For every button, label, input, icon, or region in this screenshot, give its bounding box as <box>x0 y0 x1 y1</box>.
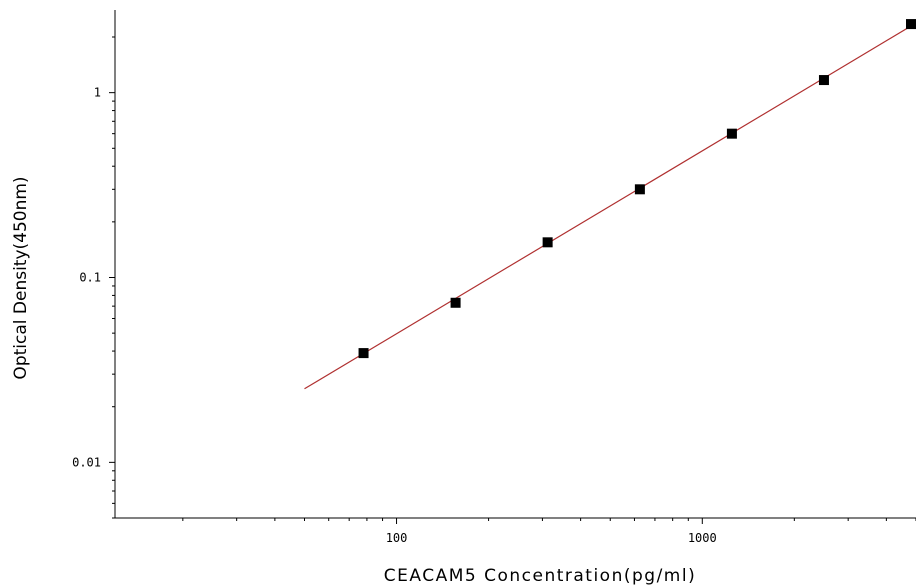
data-point <box>542 237 553 248</box>
x-axis-title: CEACAM5 Concentration(pg/ml) <box>384 566 696 586</box>
y-axis-tick-labels: 1 0.1 0.01 <box>72 86 101 470</box>
plot-area: 100 1000 1 0.1 0.01 <box>72 10 916 545</box>
x-axis-tick-labels: 100 1000 <box>386 531 717 545</box>
y-tick-label: 1 <box>94 86 101 100</box>
x-tick-label: 100 <box>386 531 408 545</box>
data-point <box>634 184 645 195</box>
data-points <box>358 19 916 359</box>
data-point <box>450 297 461 308</box>
y-axis-ticks <box>109 36 115 519</box>
fit-line <box>304 22 916 390</box>
y-tick-label: 0.01 <box>72 455 101 469</box>
x-tick-label: 1000 <box>688 531 717 545</box>
data-point <box>726 128 737 139</box>
data-point <box>358 348 369 359</box>
y-tick-label: 0.1 <box>79 271 101 285</box>
data-point <box>906 19 916 30</box>
x-axis-ticks <box>182 518 916 524</box>
data-point <box>818 75 829 86</box>
y-axis-title: Optical Density(450nm) <box>11 176 31 379</box>
